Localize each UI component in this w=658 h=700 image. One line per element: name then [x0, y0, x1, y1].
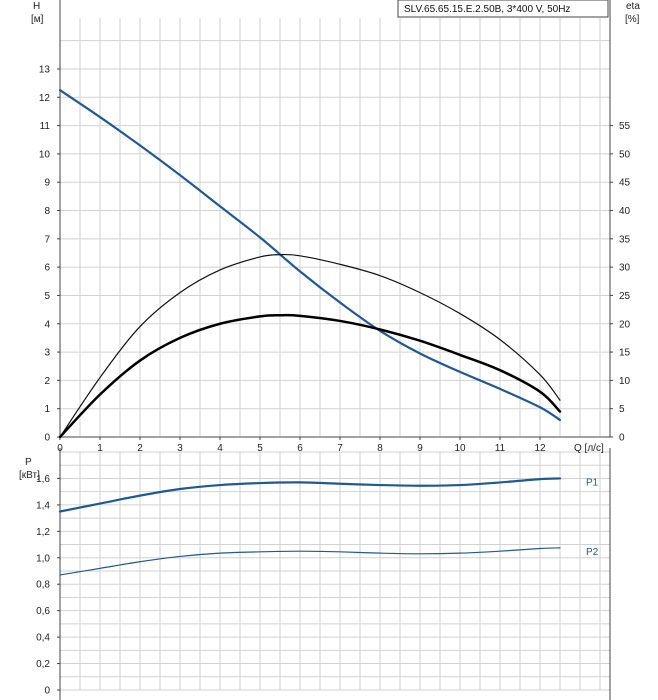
- eta-tick-label: 30: [619, 263, 631, 274]
- h-tick-label: 3: [44, 348, 50, 359]
- p-tick-label: 1,4: [36, 500, 50, 511]
- model-label-text: SLV.65.65.15.E.2.50B, 3*400 V, 50Hz: [404, 4, 570, 15]
- h-axis-title: H: [33, 1, 40, 12]
- h-tick-label: 11: [40, 121, 51, 132]
- h-tick-label: 0: [44, 433, 50, 444]
- h-tick-label: 5: [44, 291, 50, 302]
- h-tick-label: 13: [39, 64, 51, 75]
- eta-axis-unit: [%]: [625, 14, 640, 25]
- eta-tick-label: 35: [619, 234, 631, 245]
- eta-tick-label: 10: [619, 376, 631, 387]
- model-label-box: SLV.65.65.15.E.2.50B, 3*400 V, 50Hz: [397, 0, 609, 18]
- h-tick-label: 6: [44, 263, 50, 274]
- p-axis-title: P: [25, 457, 32, 468]
- p1-curve: [58, 477, 562, 513]
- h-tick-label: 10: [39, 149, 51, 160]
- h-tick-label: 8: [44, 206, 50, 217]
- p-tick-label: 1,0: [36, 553, 50, 564]
- x-tick-label: 8: [377, 443, 383, 454]
- x-tick-label: 6: [297, 443, 303, 454]
- x-tick-label: 11: [495, 443, 506, 454]
- p1-series-label: P1: [586, 477, 599, 488]
- top-series-group: [58, 89, 562, 439]
- model-label-frame: [397, 0, 609, 18]
- eta-tick-label: 15: [619, 348, 631, 359]
- eta-axis-title: eta: [626, 1, 640, 12]
- x-tick-label: 4: [217, 443, 223, 454]
- p2-series-label: P2: [586, 547, 599, 558]
- x-tick-label: 7: [337, 443, 343, 454]
- top-axes: 0123456789101112130510152025303540455055…: [39, 0, 631, 454]
- x-tick-label: 9: [417, 443, 423, 454]
- eta-tick-label: 20: [619, 319, 631, 330]
- eta-tick-label: 55: [619, 121, 631, 132]
- h-tick-label: 9: [44, 178, 50, 189]
- chart-labels: H [м] eta [%] SLV.65.65.15.E.2.50B, 3*400 V,…: [19, 0, 640, 558]
- eta-tick-label: 5: [619, 404, 625, 415]
- x-axis-unit-label: Q [л/с]: [574, 443, 604, 454]
- x-tick-label: 3: [177, 443, 183, 454]
- efficiency-curve-thin: [59, 253, 561, 438]
- p-tick-label: 1,2: [36, 527, 50, 538]
- bottom-series-group: [58, 477, 562, 576]
- p-axis-unit: [кВт]: [19, 470, 40, 481]
- p-tick-label: 1,6: [36, 474, 50, 485]
- top-grid: [59, 18, 610, 438]
- eta-tick-label: 0: [619, 433, 625, 444]
- p-tick-label: 0,4: [36, 633, 50, 644]
- p-tick-label: 0,8: [36, 580, 50, 591]
- eta-tick-label: 25: [619, 291, 631, 302]
- head-curve: [58, 89, 562, 422]
- bottom-axes: 0 0,2 0,4 0,6 0,8 1,0 1,2 1,4 1,6: [36, 448, 611, 700]
- p-tick-label: 0,6: [36, 606, 50, 617]
- x-tick-label: 2: [137, 443, 143, 454]
- p-tick-label: 0,2: [36, 659, 50, 670]
- h-tick-label: 1: [44, 404, 50, 415]
- eta-tick-label: 40: [619, 206, 631, 217]
- h-tick-label: 7: [44, 234, 50, 245]
- x-tick-label: 1: [97, 443, 103, 454]
- p-tick-label: 0: [44, 686, 50, 697]
- eta-tick-label: 45: [619, 178, 631, 189]
- x-tick-label: 5: [257, 443, 263, 454]
- eta-tick-label: 50: [619, 149, 631, 160]
- bottom-grid: [59, 451, 610, 691]
- h-tick-label: 4: [44, 319, 50, 330]
- x-tick-label: 12: [534, 443, 546, 454]
- h-tick-label: 12: [39, 93, 51, 104]
- h-axis-unit: [м]: [31, 14, 44, 25]
- efficiency-curve-thick: [58, 313, 562, 439]
- x-tick-label: 10: [454, 443, 466, 454]
- h-tick-label: 2: [44, 376, 50, 387]
- p2-curve: [59, 547, 561, 576]
